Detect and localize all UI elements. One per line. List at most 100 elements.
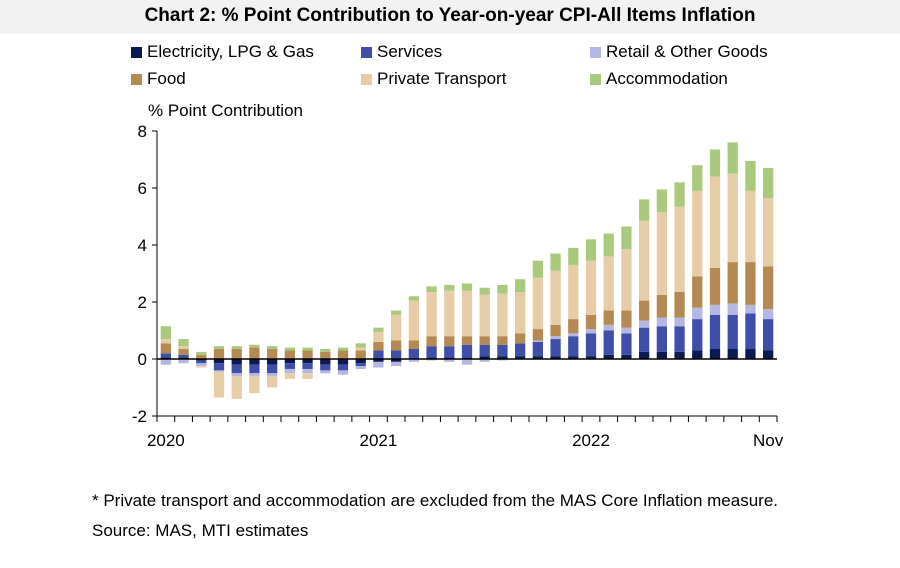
bar-segment: [479, 344, 490, 357]
bar-segment: [550, 324, 561, 337]
bar-segment: [355, 359, 366, 364]
y-tick-label: 6: [138, 179, 147, 198]
bar-segment: [515, 343, 526, 357]
bar-segment: [426, 346, 437, 358]
legend-label-services: Services: [377, 42, 443, 61]
bar-segment: [461, 336, 473, 345]
bar-segment: [532, 340, 543, 342]
legend-label-accommodation: Accommodation: [606, 69, 728, 88]
bar-segment: [585, 356, 597, 359]
bar-segment: [249, 359, 260, 365]
bar-segment: [231, 346, 242, 350]
bar-segment: [249, 344, 260, 348]
legend: Electricity, LPG & Gas Services Retail &…: [0, 42, 900, 94]
footnote: * Private transport and accommodation ar…: [92, 491, 779, 510]
bar-segment: [639, 220, 650, 301]
bar-segment: [585, 239, 597, 261]
bar-segment: [692, 319, 703, 351]
bar-segment: [213, 363, 225, 371]
y-tick-label: 2: [138, 293, 147, 312]
bar-segment: [603, 354, 614, 359]
bar-segment: [196, 354, 207, 359]
bar-segment: [550, 356, 561, 359]
bar-segment: [568, 247, 579, 265]
bar-segment: [568, 336, 579, 357]
y-tick-label: 8: [138, 122, 147, 141]
bar-segment: [444, 284, 455, 291]
bar-segment: [426, 286, 437, 293]
bar-segment: [213, 346, 225, 350]
bar-segment: [337, 347, 349, 351]
bar-segment: [745, 160, 756, 191]
bar-segment: [497, 356, 508, 359]
bar-segment: [568, 319, 579, 334]
bar-segment: [461, 359, 473, 365]
bar-segment: [568, 333, 579, 337]
bar-segment: [160, 326, 171, 340]
title-bar: [0, 0, 900, 34]
bar-segment: [267, 364, 278, 374]
bar-segment: [355, 363, 366, 367]
x-tick-label: 2022: [572, 431, 610, 450]
bar-segment: [515, 292, 526, 334]
legend-item-private-transport: Private Transport: [361, 69, 506, 89]
bar-segment: [355, 350, 366, 359]
bar-segment: [373, 350, 384, 359]
x-tick-label: Nov: [753, 431, 784, 450]
bar-segment: [302, 368, 313, 374]
bar-segment: [249, 373, 260, 377]
bar-segment: [426, 336, 437, 347]
bar-segment: [709, 349, 721, 359]
bar-segment: [160, 359, 171, 365]
bar-segment: [213, 359, 225, 364]
legend-label-retail: Retail & Other Goods: [606, 42, 768, 61]
legend-swatch-private-transport: [361, 73, 372, 85]
y-tick-label: 0: [138, 350, 147, 369]
bar-segment: [709, 304, 721, 315]
legend-swatch-accommodation: [590, 73, 601, 85]
bar-segment: [585, 260, 597, 315]
bar-segment: [461, 290, 473, 337]
legend-item-retail: Retail & Other Goods: [590, 42, 768, 62]
bar-segment: [497, 336, 508, 345]
bar-segment: [621, 333, 632, 355]
bar-segment: [497, 293, 508, 337]
bar-segment: [674, 206, 685, 293]
bar-segment: [320, 370, 331, 374]
bar-segment: [603, 310, 614, 325]
bar-segment: [391, 359, 402, 362]
legend-item-accommodation: Accommodation: [590, 69, 728, 89]
bar-segment: [355, 343, 366, 348]
bar-segment: [320, 359, 331, 365]
bar-segment: [461, 344, 473, 358]
bar-segment: [639, 320, 650, 328]
bar-segment: [391, 314, 402, 341]
bar-segment: [479, 359, 490, 362]
bar-segment: [426, 292, 437, 337]
bar-segment: [320, 364, 331, 371]
bar-segment: [603, 324, 614, 331]
bar-segment: [337, 370, 349, 375]
bar-segment: [692, 350, 703, 359]
bar-segment: [532, 260, 543, 278]
legend-swatch-services: [361, 46, 372, 58]
bar-segment: [639, 351, 650, 360]
bar-segment: [727, 142, 738, 174]
bar-segment: [550, 339, 561, 357]
bar-segment: [532, 329, 543, 341]
y-axis-label: % Point Contribution: [148, 101, 303, 120]
bar-segment: [426, 357, 437, 359]
bar-segment: [373, 331, 384, 342]
bar-segment: [532, 341, 543, 357]
bar-segment: [355, 366, 366, 369]
bar-segment: [479, 356, 490, 359]
legend-item-services: Services: [361, 42, 442, 62]
bar-segment: [160, 357, 171, 359]
bar-segment: [196, 360, 207, 364]
bar-segment: [692, 190, 703, 277]
bar-segment: [479, 294, 490, 337]
bar-segment: [461, 357, 473, 359]
chart-title: Chart 2: % Point Contribution to Year-on…: [144, 5, 756, 26]
bar-segment: [444, 290, 455, 337]
legend-label-food: Food: [147, 69, 186, 88]
